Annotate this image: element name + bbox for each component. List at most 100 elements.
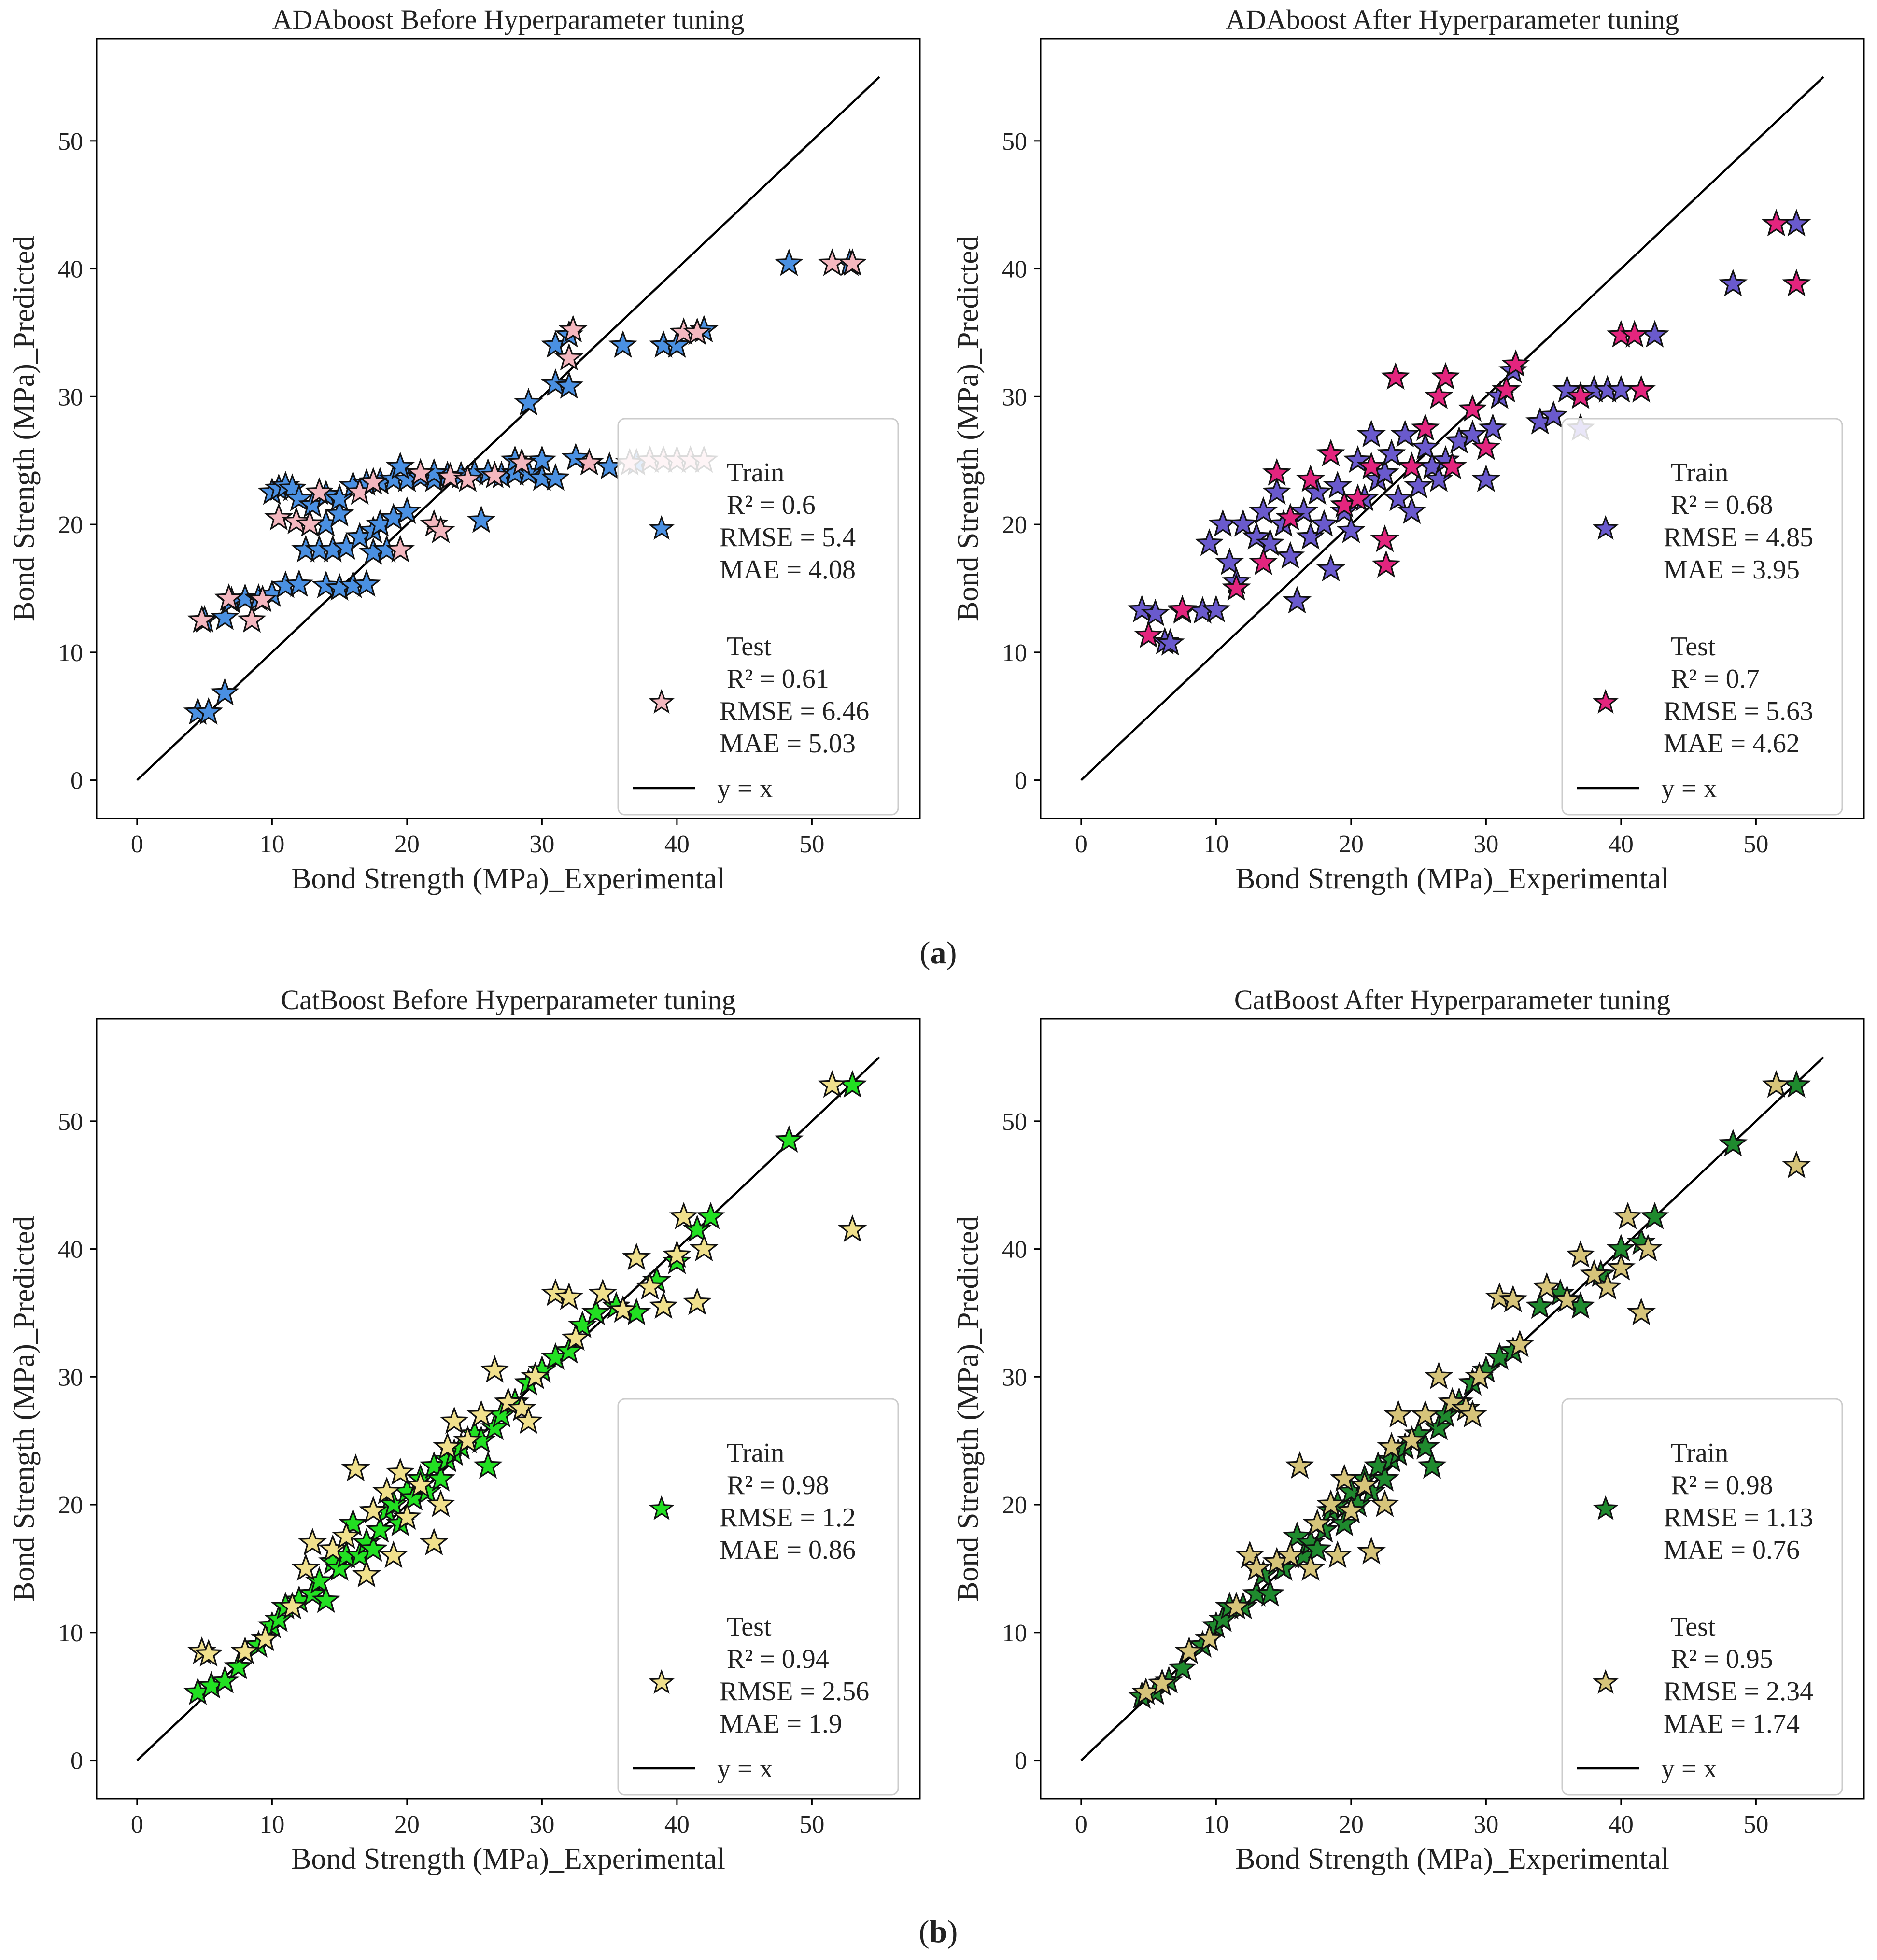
train-point	[1228, 509, 1258, 537]
y-tick-label: 10	[58, 1620, 83, 1647]
y-tick-label: 30	[1002, 383, 1027, 411]
test-point	[295, 509, 325, 537]
test-point	[669, 1201, 698, 1229]
train-point	[1417, 1451, 1447, 1479]
train-point	[662, 330, 692, 358]
test-point	[1465, 1361, 1494, 1389]
legend-star-test	[1593, 689, 1619, 714]
test-point	[1505, 1329, 1535, 1357]
legend-box	[1561, 418, 1843, 816]
legend-rmse: RMSE = 5.63	[1664, 696, 1813, 726]
test-point	[214, 583, 243, 611]
x-axis-label: Bond Strength (MPa)_Experimental	[291, 1843, 725, 1875]
train-point	[1397, 496, 1426, 524]
legend-reference-label: y = x	[717, 774, 773, 804]
train-point	[1552, 375, 1582, 403]
x-tick-label: 40	[664, 831, 690, 858]
test-point	[194, 1639, 224, 1667]
legend-star-test	[649, 1669, 675, 1694]
test-point	[608, 1295, 638, 1323]
train-point	[352, 569, 381, 597]
test-point	[426, 515, 455, 543]
test-point	[1370, 1489, 1399, 1517]
legend-r2: R² = 0.68	[1671, 490, 1773, 520]
test-point	[1633, 1234, 1663, 1262]
test-point	[1458, 394, 1487, 422]
test-point	[521, 1361, 550, 1389]
test-point	[1276, 503, 1305, 531]
x-tick-label: 30	[529, 1811, 554, 1838]
test-point	[1593, 1272, 1622, 1300]
legend-reference-label: y = x	[1661, 774, 1717, 804]
y-tick-label: 10	[1002, 639, 1027, 667]
legend-rmse: RMSE = 1.2	[720, 1503, 856, 1533]
train-point	[1249, 496, 1278, 524]
train-point	[339, 1509, 368, 1537]
test-point	[554, 343, 584, 371]
y-axis-label: Bond Strength (MPa)_Predicted	[8, 236, 41, 621]
test-point	[1249, 547, 1278, 575]
legend-r2: R² = 0.98	[1671, 1470, 1773, 1500]
test-point	[385, 1457, 415, 1485]
test-point	[554, 1282, 584, 1310]
sub-a-close: )	[946, 935, 957, 971]
train-point	[311, 1585, 341, 1613]
train-point	[1283, 586, 1312, 614]
x-axis-label: Bond Strength (MPa)_Experimental	[1235, 862, 1669, 895]
train-point	[466, 505, 496, 533]
test-point	[1485, 1282, 1514, 1310]
legend-mae: MAE = 0.76	[1664, 1535, 1800, 1565]
legend-r2: R² = 0.94	[727, 1644, 829, 1674]
train-point	[774, 1125, 804, 1153]
train-point	[1242, 522, 1271, 550]
legend-mae: MAE = 5.03	[720, 729, 856, 759]
train-point	[1383, 483, 1413, 511]
test-point	[1147, 1668, 1177, 1696]
sub-a-letter: a	[931, 935, 946, 971]
test-point	[1438, 1387, 1467, 1415]
test-point	[480, 1355, 509, 1383]
train-point	[210, 602, 240, 630]
train-point	[1201, 594, 1231, 623]
test-point	[385, 535, 415, 563]
test-point	[248, 584, 277, 612]
train-point	[210, 1665, 240, 1693]
legend-r2: R² = 0.98	[727, 1470, 829, 1500]
legend-mae: MAE = 0.86	[720, 1535, 856, 1565]
test-point	[818, 248, 847, 276]
legend-r2: R² = 0.7	[1671, 664, 1760, 694]
test-point	[507, 448, 536, 476]
train-point	[358, 1534, 388, 1562]
x-tick-label: 0	[131, 831, 143, 858]
train-point	[1377, 438, 1406, 466]
train-point	[1208, 509, 1238, 537]
train-point	[1262, 477, 1292, 505]
test-point	[622, 1242, 651, 1270]
test-point	[514, 1406, 543, 1434]
test-point	[1242, 1553, 1271, 1581]
train-point	[473, 1451, 503, 1479]
x-tick-label: 20	[395, 1811, 420, 1838]
train-point	[325, 1553, 354, 1581]
test-point	[251, 1623, 280, 1651]
test-point	[541, 1278, 570, 1306]
test-point	[682, 317, 712, 345]
test-point	[1492, 375, 1521, 403]
test-point	[230, 1636, 260, 1664]
train-point	[1156, 628, 1185, 656]
x-tick-label: 50	[799, 1811, 824, 1838]
test-point	[341, 1453, 370, 1481]
train-point	[581, 1297, 611, 1325]
train-point	[1323, 471, 1352, 499]
test-point	[1343, 483, 1372, 511]
y-axis-label: Bond Strength (MPa)_Predicted	[952, 236, 985, 621]
train-point	[194, 697, 224, 725]
test-point	[1397, 451, 1426, 479]
y-tick-label: 20	[58, 1492, 83, 1519]
test-point	[1411, 1400, 1440, 1428]
test-point	[1613, 1201, 1642, 1229]
sub-a-open: (	[920, 935, 931, 971]
legend-series-name: Test	[727, 632, 772, 662]
train-point	[1404, 471, 1433, 499]
test-point	[187, 605, 217, 633]
